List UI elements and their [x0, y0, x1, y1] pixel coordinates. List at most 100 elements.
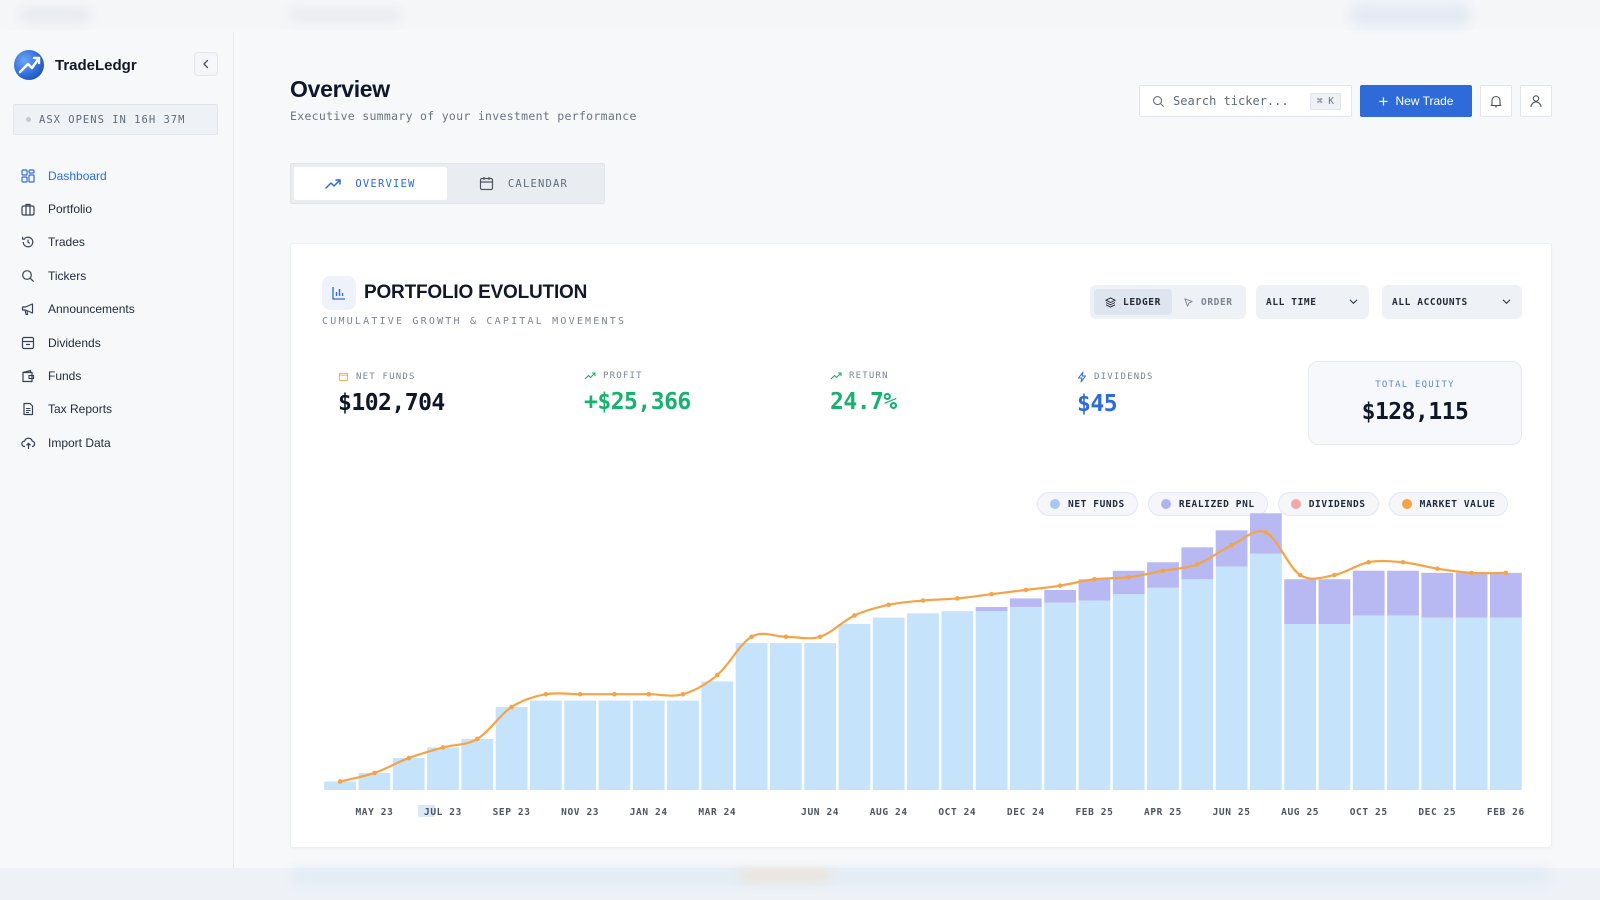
bar-net-funds	[701, 681, 734, 790]
brand-logo-icon	[14, 50, 44, 80]
bottom-bar-blurred	[0, 868, 1600, 900]
market-value-point	[783, 634, 789, 640]
sidebar-item-label: Trades	[48, 235, 85, 250]
market-value-point	[886, 602, 892, 608]
bar-net-funds	[1044, 602, 1077, 790]
bar-net-funds	[632, 700, 665, 790]
legend-realized-pnl[interactable]: REALIZED PNL	[1147, 492, 1268, 516]
sidebar-item-label: Portfolio	[48, 202, 93, 217]
search-box[interactable]: ⌘ K	[1139, 85, 1352, 117]
bar-net-funds	[461, 738, 494, 790]
legend-dividends[interactable]: DIVIDENDS	[1277, 492, 1379, 516]
x-tick-label: JAN 24	[630, 807, 668, 818]
new-trade-button[interactable]: + New Trade	[1360, 85, 1472, 117]
bar-net-funds	[1181, 579, 1214, 790]
sidebar-item-tickers[interactable]: Tickers	[20, 259, 220, 292]
bell-icon	[1490, 95, 1502, 108]
sidebar-item-trades[interactable]: Trades	[20, 226, 220, 259]
sidebar-item-import-data[interactable]: Import Data	[20, 426, 220, 459]
stat-profit: PROFIT +$25,366	[584, 371, 691, 415]
x-tick-label: DEC 24	[1007, 807, 1045, 818]
chevron-down-icon	[1501, 296, 1512, 307]
sidebar-item-label: Import Data	[48, 435, 111, 450]
legend-market-value[interactable]: MARKET VALUE	[1388, 492, 1509, 516]
wallet-icon	[338, 371, 349, 382]
market-value-point	[577, 691, 583, 697]
market-value-point	[372, 770, 377, 776]
legend-net-funds[interactable]: NET FUNDS	[1037, 492, 1138, 516]
search-input[interactable]	[1173, 94, 1308, 108]
bar-net-funds	[358, 772, 391, 790]
x-tick-label: DEC 25	[1418, 807, 1456, 818]
market-value-point	[714, 672, 720, 678]
bar-net-funds	[1112, 594, 1145, 790]
page-subtitle: Executive summary of your investment per…	[290, 109, 637, 123]
market-value-point	[612, 691, 617, 697]
sidebar-nav: Dashboard Portfolio Trades Tickers Annou…	[20, 159, 220, 460]
legend-label: MARKET VALUE	[1419, 498, 1496, 510]
cloud-upload-icon	[20, 435, 36, 451]
x-tick-label: OCT 25	[1350, 807, 1388, 818]
bar-net-funds	[427, 747, 459, 790]
stat-label: DIVIDENDS	[1094, 372, 1154, 382]
bar-realized-pnl	[1009, 598, 1042, 607]
document-icon	[20, 401, 36, 417]
ledger-toggle-option[interactable]: LEDGER	[1094, 289, 1172, 315]
market-value-point	[509, 704, 514, 710]
account-select[interactable]: ALL ACCOUNTS	[1382, 285, 1522, 319]
bar-net-funds	[495, 706, 528, 790]
sidebar-item-portfolio[interactable]: Portfolio	[20, 192, 220, 225]
sidebar-item-funds[interactable]: Funds	[20, 359, 220, 392]
sidebar-item-tax-reports[interactable]: Tax Reports	[20, 393, 220, 426]
tab-overview[interactable]: OVERVIEW	[294, 167, 447, 200]
stat-value: +$25,366	[584, 389, 691, 415]
profile-button[interactable]	[1520, 85, 1552, 117]
market-status-badge: ASX OPENS IN 16H 37M	[13, 104, 218, 135]
time-range-select[interactable]: ALL TIME	[1256, 285, 1369, 319]
bar-net-funds	[975, 611, 1008, 790]
bar-net-funds	[1249, 553, 1282, 790]
time-range-value: ALL TIME	[1266, 296, 1317, 308]
search-shortcut-badge: ⌘ K	[1309, 93, 1341, 110]
sidebar-item-label: Announcements	[48, 302, 135, 317]
page-title: Overview	[290, 76, 390, 102]
search-icon	[20, 268, 36, 284]
ledger-label: LEDGER	[1123, 296, 1161, 308]
market-value-point	[1469, 570, 1474, 576]
brand-name: TradeLedgr	[55, 56, 137, 74]
x-tick-label: JUN 24	[801, 807, 839, 818]
blurred-element	[740, 870, 830, 880]
briefcase-icon	[20, 201, 36, 217]
legend-swatch	[1160, 499, 1171, 509]
market-value-point	[680, 691, 686, 697]
legend-label: NET FUNDS	[1068, 498, 1125, 510]
search-icon	[1153, 95, 1165, 107]
chevron-down-icon	[1348, 296, 1359, 307]
x-tick-label: OCT 24	[938, 807, 976, 818]
sidebar-item-dividends[interactable]: Dividends	[20, 326, 220, 359]
stat-label: PROFIT	[603, 371, 643, 381]
sidebar-item-dashboard[interactable]: Dashboard	[20, 159, 220, 192]
tab-calendar[interactable]: CALENDAR	[447, 167, 600, 200]
card-subtitle: CUMULATIVE GROWTH & CAPITAL MOVEMENTS	[322, 316, 627, 327]
bar-net-funds	[1284, 623, 1317, 790]
notifications-button[interactable]	[1480, 85, 1512, 117]
stat-dividends: DIVIDENDS $45	[1077, 371, 1154, 417]
legend-label: DIVIDENDS	[1308, 498, 1366, 510]
legend-swatch	[1401, 499, 1412, 509]
sidebar: TradeLedgr ASX OPENS IN 16H 37M Dashboar…	[0, 32, 234, 868]
megaphone-icon	[20, 301, 36, 317]
bar-realized-pnl	[975, 606, 1008, 612]
order-toggle-option[interactable]: ORDER	[1172, 289, 1242, 315]
bar-net-funds	[1009, 606, 1042, 790]
market-value-point	[1434, 566, 1440, 571]
chevron-left-icon	[203, 59, 209, 69]
collapse-sidebar-button[interactable]	[194, 52, 218, 76]
trending-up-icon	[325, 178, 342, 190]
blurred-element	[290, 868, 1552, 886]
account-value: ALL ACCOUNTS	[1392, 296, 1468, 308]
bar-realized-pnl	[1044, 589, 1077, 603]
sidebar-item-announcements[interactable]: Announcements	[20, 293, 220, 326]
brand[interactable]: TradeLedgr	[14, 50, 137, 80]
bar-net-funds	[1078, 600, 1111, 790]
